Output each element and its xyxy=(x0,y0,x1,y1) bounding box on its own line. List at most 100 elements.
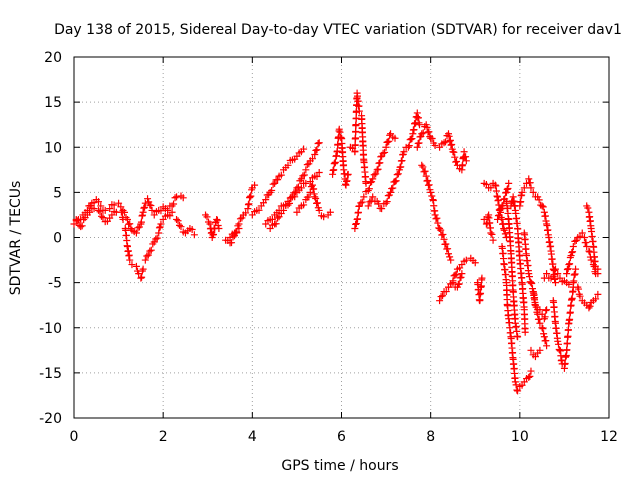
data-point xyxy=(425,128,433,136)
data-point xyxy=(439,292,447,300)
data-point xyxy=(563,270,571,278)
data-point xyxy=(369,175,377,183)
data-point xyxy=(391,134,399,142)
data-point xyxy=(379,149,387,157)
data-point xyxy=(569,243,577,251)
data-point xyxy=(397,163,405,171)
data-point xyxy=(99,214,107,222)
data-point xyxy=(525,373,533,381)
data-point xyxy=(213,215,221,223)
data-point xyxy=(526,278,534,286)
x-tick-label: 8 xyxy=(426,429,435,445)
data-point xyxy=(309,155,317,163)
data-point xyxy=(306,178,314,186)
data-point xyxy=(138,273,146,281)
data-point xyxy=(488,230,496,238)
data-point xyxy=(437,226,445,234)
y-tick-label: 20 xyxy=(44,50,62,66)
data-point xyxy=(446,253,454,261)
data-point xyxy=(525,273,533,281)
data-point xyxy=(503,185,511,193)
data-point xyxy=(268,186,276,194)
data-point xyxy=(269,180,277,188)
axis-layer: 0 2 4 6 8 10 12 -20 -15 -10 -5 0 5 10 15 20 xyxy=(39,50,618,445)
data-point xyxy=(97,202,105,210)
data-point xyxy=(155,224,163,232)
data-point xyxy=(495,211,503,219)
data-point xyxy=(176,221,184,229)
data-point xyxy=(539,325,547,333)
data-point xyxy=(335,125,343,133)
data-point xyxy=(214,221,222,229)
data-point xyxy=(362,179,370,187)
data-point xyxy=(564,326,572,334)
data-point xyxy=(394,170,402,178)
data-point xyxy=(166,212,174,220)
data-point xyxy=(565,261,573,269)
x-tick-label: 4 xyxy=(248,429,257,445)
data-point xyxy=(275,206,283,214)
data-point xyxy=(568,249,576,257)
data-point xyxy=(314,140,322,148)
data-point xyxy=(428,134,436,142)
data-point xyxy=(352,114,360,122)
data-point xyxy=(570,277,578,285)
data-point xyxy=(115,199,123,207)
data-point xyxy=(305,160,313,168)
data-point xyxy=(542,337,550,345)
data-point xyxy=(141,199,149,207)
data-point xyxy=(540,333,548,341)
data-point xyxy=(415,139,423,147)
data-point xyxy=(521,328,529,336)
data-point xyxy=(209,231,217,239)
data-point xyxy=(190,231,198,239)
data-point xyxy=(583,243,591,251)
data-point xyxy=(179,194,187,202)
data-point xyxy=(315,206,323,214)
data-point xyxy=(326,208,334,216)
data-point xyxy=(433,214,441,222)
data-point xyxy=(416,121,424,129)
data-point xyxy=(543,270,551,278)
data-point xyxy=(150,238,158,246)
data-point xyxy=(370,171,378,179)
data-point xyxy=(476,296,484,304)
data-point xyxy=(351,141,359,149)
data-point xyxy=(514,333,522,341)
data-point xyxy=(305,193,313,201)
y-tick-label: -10 xyxy=(39,321,62,337)
data-point xyxy=(584,204,592,212)
data-point xyxy=(418,161,426,169)
data-point xyxy=(300,171,308,179)
data-point xyxy=(141,256,149,264)
data-point xyxy=(552,265,559,273)
data-point xyxy=(121,208,129,216)
data-point xyxy=(499,201,507,209)
data-point xyxy=(155,229,163,237)
data-point xyxy=(400,148,408,156)
data-point xyxy=(352,121,360,129)
data-point xyxy=(96,208,104,216)
data-point xyxy=(177,223,185,231)
data-point xyxy=(90,205,98,213)
data-point xyxy=(300,201,308,209)
data-point xyxy=(262,196,270,204)
data-point xyxy=(146,247,154,255)
data-point xyxy=(413,143,421,151)
data-point xyxy=(527,184,535,192)
data-point xyxy=(528,279,536,287)
data-point xyxy=(520,184,528,192)
data-point xyxy=(419,129,427,137)
data-point xyxy=(242,209,250,217)
data-point xyxy=(514,387,522,395)
data-point xyxy=(529,188,537,196)
x-tick-label: 0 xyxy=(70,429,79,445)
data-point xyxy=(355,107,363,115)
data-point xyxy=(311,150,319,158)
data-point xyxy=(391,178,399,186)
data-point xyxy=(448,140,456,148)
data-point xyxy=(145,198,153,206)
data-point xyxy=(299,172,307,180)
data-point xyxy=(272,220,280,228)
data-point xyxy=(132,262,140,270)
